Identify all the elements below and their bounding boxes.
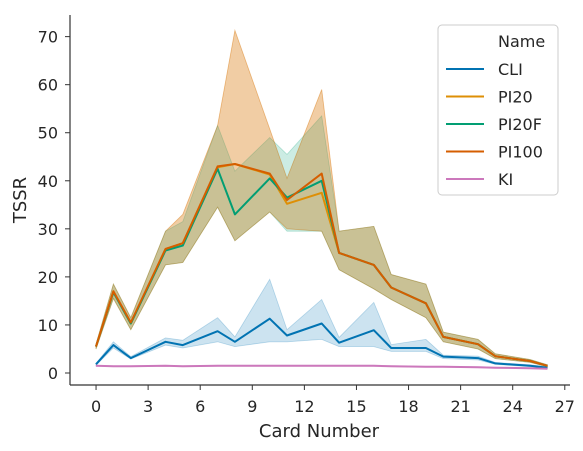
- x-tick-label: 0: [91, 397, 101, 416]
- x-tick-label: 24: [503, 397, 523, 416]
- legend-label-ki: KI: [498, 170, 513, 189]
- x-ticks: 0 3 6 9 12 15 18 21 24 27: [91, 385, 575, 416]
- x-tick-label: 9: [247, 397, 257, 416]
- y-tick-label: 10: [38, 316, 58, 335]
- x-tick-label: 15: [346, 397, 366, 416]
- legend-label-cli: CLI: [498, 60, 523, 79]
- line-cli: [95, 317, 548, 369]
- y-tick-label: 60: [38, 76, 58, 95]
- x-tick-label: 21: [450, 397, 470, 416]
- y-axis-label: TSSR: [10, 177, 31, 224]
- y-tick-label: 40: [38, 172, 58, 191]
- legend: Name CLI PI20 PI20F PI100 KI: [437, 24, 559, 196]
- y-tick-label: 0: [48, 364, 58, 383]
- series-lines: [95, 163, 548, 370]
- x-tick-label: 18: [398, 397, 418, 416]
- line-pi100: [95, 163, 548, 367]
- x-tick-label: 6: [195, 397, 205, 416]
- x-tick-label: 3: [143, 397, 153, 416]
- y-ticks: 0 10 20 30 40 50 60 70: [38, 28, 70, 383]
- legend-title: Name: [498, 32, 545, 51]
- y-tick-label: 20: [38, 268, 58, 287]
- x-tick-label: 12: [294, 397, 314, 416]
- legend-label-pi100: PI100: [498, 143, 543, 162]
- legend-items: CLI PI20 PI20F PI100 KI: [446, 60, 543, 189]
- y-tick-label: 30: [38, 220, 58, 239]
- x-axis-label: Card Number: [259, 421, 380, 442]
- legend-label-pi20: PI20: [498, 88, 533, 107]
- line-ki: [95, 364, 548, 370]
- y-tick-label: 50: [38, 124, 58, 143]
- axes: [69, 15, 570, 386]
- legend-label-pi20f: PI20F: [498, 115, 542, 134]
- x-tick-label: 27: [555, 397, 575, 416]
- y-tick-label: 70: [38, 28, 58, 47]
